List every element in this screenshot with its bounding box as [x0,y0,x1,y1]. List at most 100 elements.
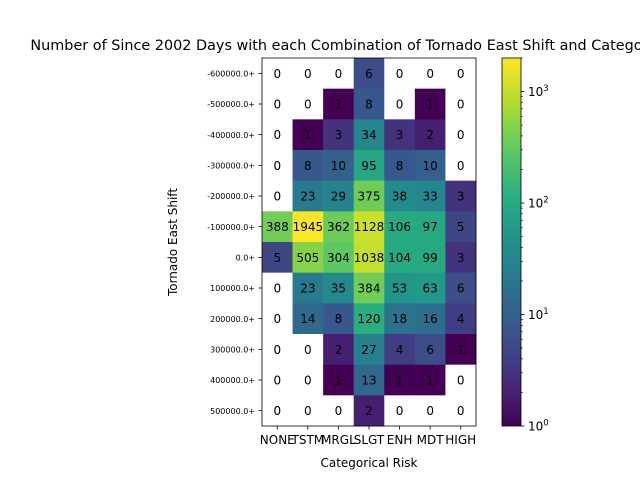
cell-value-label: 95 [361,159,376,173]
y-tick-label: 300000.0+ [210,346,255,355]
heatmap-cell [292,119,324,151]
cell-value-label: 8 [365,98,373,112]
y-tick-label: -500000.0+ [207,100,255,109]
heatmap-cell [414,150,446,181]
cell-value-label: 0 [273,159,281,173]
cell-value-label: 97 [423,220,438,234]
cell-value-label: 10 [331,159,346,173]
cell-value-label: 8 [335,312,343,326]
cell-value-label: 0 [335,67,343,81]
cell-value-label: 99 [423,251,438,265]
cell-value-label: 23 [300,282,315,296]
heatmap-cell [292,58,324,89]
heatmap-cell [262,88,293,120]
cell-value-label: 0 [396,67,404,81]
cell-value-label: 63 [423,282,438,296]
heatmap-cell [292,88,324,120]
colorbar-tick-label: 101 [528,307,549,322]
y-tick-label: 100000.0+ [210,284,255,293]
cell-value-label: 375 [358,190,381,204]
cell-value-label: 505 [296,251,319,265]
colorbar-tick-label: 100 [528,419,549,434]
heatmap-cell [323,364,355,396]
heatmap-cell [292,395,324,427]
heatmap-cell [445,211,477,243]
heatmap-cell [353,211,385,243]
cell-value-label: 8 [304,159,312,173]
cell-value-label: 1 [335,374,343,388]
heatmap-cell [445,395,477,427]
heatmap-cell [323,119,355,151]
y-tick-label: -200000.0+ [207,192,255,201]
heatmap-cell [353,242,385,273]
heatmap-cell [414,395,446,427]
y-tick-label: 200000.0+ [210,315,255,324]
x-tick-label: TSTM [291,433,325,447]
heatmap-cell [414,58,446,89]
heatmap-cell [292,303,324,335]
heatmap-cell [262,334,293,365]
cell-value-label: 0 [273,312,281,326]
heatmap-cell [445,180,477,212]
x-axis-label: Categorical Risk [320,456,417,470]
cell-value-label: 120 [358,312,381,326]
cell-value-label: 1945 [293,220,324,234]
colorbar-tick-label: 102 [528,196,549,211]
heatmap-cell [384,180,416,212]
cell-value-label: 0 [273,67,281,81]
heatmap-cell [262,272,293,304]
x-tick-label: ENH [387,433,413,447]
cell-value-label: 0 [457,404,465,418]
heatmap-cell [292,334,324,365]
heatmap-cell [384,242,416,273]
cell-value-label: 0 [457,374,465,388]
heatmap-cell [384,364,416,396]
cell-value-label: 3 [457,190,465,204]
colorbar-tick-label: 103 [528,84,549,99]
heatmap-cell [323,150,355,181]
cell-value-label: 38 [392,190,407,204]
heatmap-cell [262,395,293,427]
heatmap-cell [445,364,477,396]
y-tick-label: 0.0+ [236,254,255,263]
y-tick-label: -300000.0+ [207,162,255,171]
cell-value-label: 0 [457,67,465,81]
heatmap-cell [262,58,293,89]
x-tick-label: NONE [260,433,295,447]
heatmap-cell [445,272,477,304]
cell-value-label: 2 [335,343,343,357]
cell-value-label: 6 [457,282,465,296]
heatmap-cell [445,334,477,365]
cell-value-label: 3 [335,128,343,142]
heatmap-cell [262,364,293,396]
cell-value-label: 13 [361,374,376,388]
cell-value-label: 384 [358,282,381,296]
cell-value-label: 0 [273,343,281,357]
heatmap-cell [292,364,324,396]
cell-value-label: 29 [331,190,346,204]
cell-value-label: 0 [426,404,434,418]
heatmap-cell [292,211,324,243]
cell-value-label: 0 [273,374,281,388]
cell-value-label: 10 [423,159,438,173]
heatmap-cell [353,180,385,212]
heatmap-cell [353,58,385,89]
heatmap-cell [323,58,355,89]
heatmap-cell [414,364,446,396]
heatmap-cell [353,303,385,335]
cell-value-label: 0 [304,404,312,418]
y-tick-label: 500000.0+ [210,407,255,416]
cell-value-label: 14 [300,312,315,326]
heatmap-cell [414,180,446,212]
cell-value-label: 6 [365,67,373,81]
y-axis-label: Tornado East Shift [166,188,180,297]
heatmap-cell [292,272,324,304]
heatmap-cell [414,334,446,365]
heatmap-cell [353,272,385,304]
heatmap-cell [414,272,446,304]
heatmap-cell [384,88,416,120]
cell-value-label: 0 [304,67,312,81]
cell-value-label: 1 [396,374,404,388]
cell-value-label: 0 [273,98,281,112]
